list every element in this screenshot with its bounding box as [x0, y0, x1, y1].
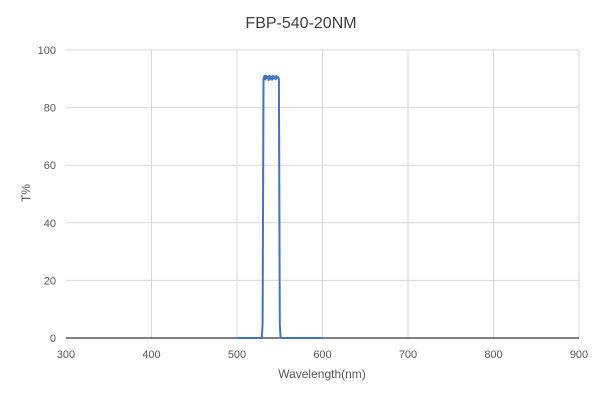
- x-tick-label: 600: [313, 349, 331, 361]
- y-axis: 0 20 40 60 80 100: [38, 45, 56, 345]
- series-layer: [236, 74, 324, 339]
- x-tick-label: 400: [142, 349, 160, 361]
- y-tick-label: 80: [44, 103, 56, 115]
- y-axis-label: T%: [19, 184, 33, 202]
- x-axis-label: Wavelength(nm): [278, 367, 366, 381]
- x-tick-label: 300: [57, 349, 75, 361]
- y-tick-label: 40: [44, 218, 56, 230]
- series-line: [236, 74, 324, 339]
- y-tick-label: 100: [38, 45, 56, 57]
- x-tick-label: 700: [399, 349, 417, 361]
- y-tick-label: 20: [44, 275, 56, 287]
- y-tick-label: 60: [44, 160, 56, 172]
- chart-title: FBP-540-20NM: [245, 15, 356, 32]
- gridlines: [66, 49, 580, 338]
- x-tick-label: 800: [484, 349, 502, 361]
- x-axis: 300 400 500 600 700 800 900: [57, 337, 588, 361]
- x-tick-label: 500: [228, 349, 246, 361]
- x-tick-label: 900: [570, 349, 588, 361]
- y-tick-label: 0: [50, 333, 56, 345]
